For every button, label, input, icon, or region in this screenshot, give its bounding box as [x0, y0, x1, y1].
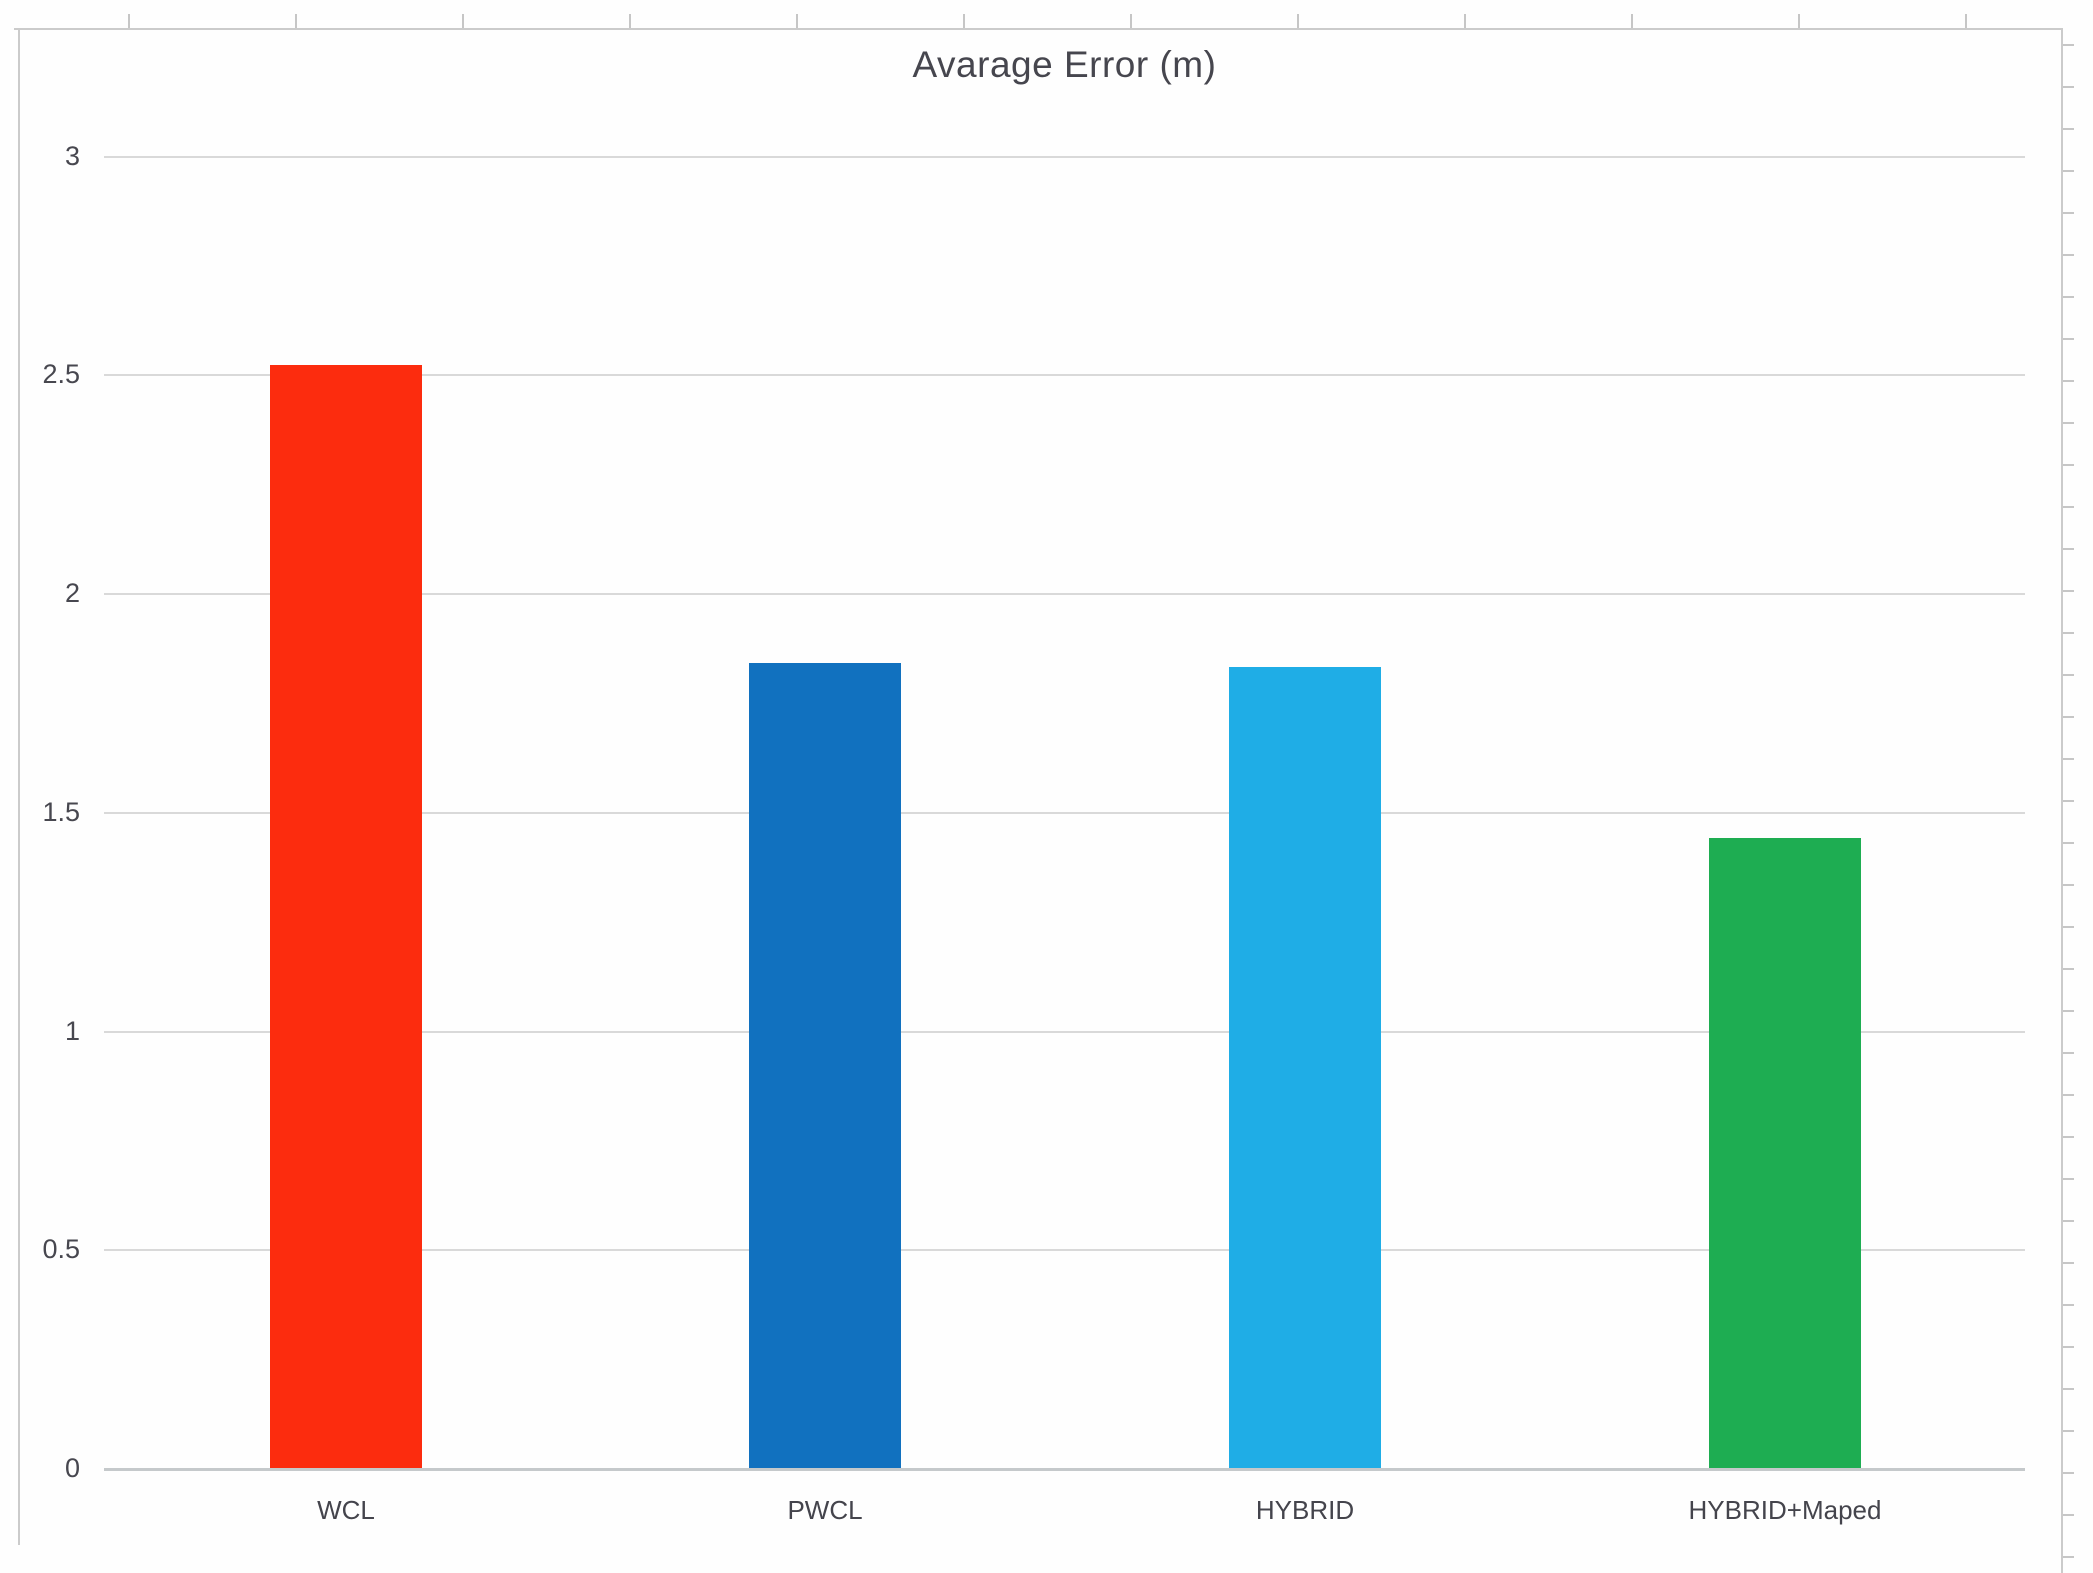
- x-axis-category-label: WCL: [317, 1495, 375, 1525]
- row-separator-stub: [2063, 212, 2074, 214]
- row-separator-stub: [2063, 1052, 2074, 1054]
- row-separator-stub: [2063, 884, 2074, 886]
- row-separator-stub: [2063, 464, 2074, 466]
- row-separator-stub: [2063, 380, 2074, 382]
- row-separator-stub: [2063, 1262, 2074, 1264]
- x-axis-category-label: HYBRID: [1255, 1495, 1355, 1525]
- row-separator-stub: [2063, 1430, 2074, 1432]
- gridline: [104, 812, 2025, 814]
- column-separator-stub: [796, 14, 798, 28]
- row-separator-stub: [2063, 758, 2074, 760]
- y-axis-tick-label: 2: [64, 578, 80, 608]
- frame-left-line: [18, 28, 20, 1545]
- row-separator-stub: [2063, 926, 2074, 928]
- row-separator-stub: [2063, 1136, 2074, 1138]
- row-separator-stub: [2063, 1304, 2074, 1306]
- column-separator-stub: [629, 14, 631, 28]
- row-separator-stub: [2063, 1514, 2074, 1516]
- row-separator-stub: [2063, 422, 2074, 424]
- row-separator-stub: [2063, 716, 2074, 718]
- row-separator-stub: [2063, 842, 2074, 844]
- row-separator-stub: [2063, 86, 2074, 88]
- column-separator-stub: [295, 14, 297, 28]
- row-separator-stub: [2063, 548, 2074, 550]
- column-separator-stub: [128, 14, 130, 28]
- column-separator-stub: [462, 14, 464, 28]
- row-separator-stub: [2063, 674, 2074, 676]
- row-separator-stub: [2063, 1178, 2074, 1180]
- y-axis-tick-label: 2.5: [42, 359, 80, 389]
- row-separator-stub: [2063, 338, 2074, 340]
- x-axis-baseline: [104, 1468, 2025, 1471]
- row-separator-stub: [2063, 1346, 2074, 1348]
- row-separator-stub: [2063, 1220, 2074, 1222]
- y-axis-tick-label: 0.5: [42, 1234, 80, 1264]
- y-axis-tick-label: 1.5: [42, 797, 80, 827]
- row-separator-stub: [2063, 800, 2074, 802]
- gridline: [104, 1249, 2025, 1251]
- bar-hybrid: [1229, 667, 1381, 1468]
- y-axis-tick-label: 1: [64, 1016, 80, 1046]
- column-separator-stub: [1965, 14, 1967, 28]
- row-separator-stub: [2063, 170, 2074, 172]
- frame-top-line: [14, 28, 2062, 30]
- column-separator-stub: [963, 14, 965, 28]
- column-separator-stub: [1798, 14, 1800, 28]
- bar-hybrid-maped: [1709, 838, 1861, 1468]
- row-separator-stub: [2063, 1094, 2074, 1096]
- column-separator-stub: [1297, 14, 1299, 28]
- frame-right-line: [2061, 28, 2063, 1573]
- row-separator-stub: [2063, 506, 2074, 508]
- gridline: [104, 374, 2025, 376]
- row-separator-stub: [2063, 1472, 2074, 1474]
- row-separator-stub: [2063, 1010, 2074, 1012]
- column-separator-stub: [1130, 14, 1132, 28]
- x-axis-category-label: PWCL: [787, 1495, 863, 1525]
- gridline: [104, 156, 2025, 158]
- row-separator-stub: [2063, 632, 2074, 634]
- row-separator-stub: [2063, 968, 2074, 970]
- row-separator-stub: [2063, 1556, 2074, 1558]
- y-axis-tick-label: 3: [64, 141, 80, 171]
- gridline: [104, 593, 2025, 595]
- x-axis-category-label: HYBRID+Maped: [1688, 1495, 1882, 1525]
- y-axis-tick-label: 0: [64, 1453, 80, 1483]
- row-separator-stub: [2063, 44, 2074, 46]
- gridline: [104, 1031, 2025, 1033]
- row-separator-stub: [2063, 296, 2074, 298]
- row-separator-stub: [2063, 1388, 2074, 1390]
- row-separator-stub: [2063, 590, 2074, 592]
- bar-wcl: [270, 365, 422, 1468]
- row-separator-stub: [2063, 254, 2074, 256]
- column-separator-stub: [1464, 14, 1466, 28]
- column-separator-stub: [1631, 14, 1633, 28]
- bar-pwcl: [749, 663, 901, 1468]
- row-separator-stub: [2063, 128, 2074, 130]
- chart-title: Avarage Error (m): [912, 44, 1217, 85]
